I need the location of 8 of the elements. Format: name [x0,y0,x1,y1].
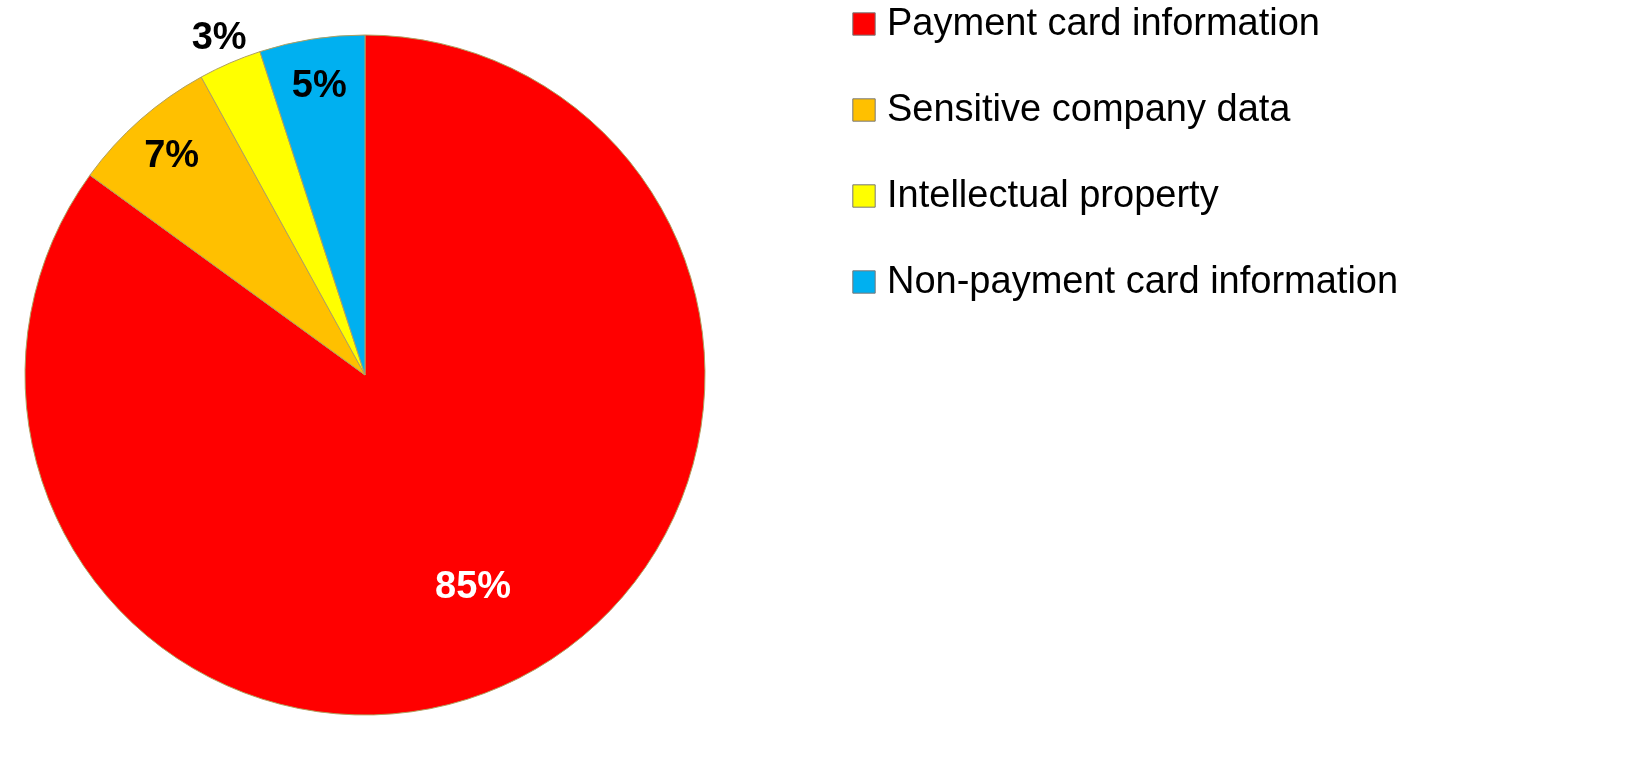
data-label: 3% [191,15,247,57]
legend-label: Intellectual property [887,173,1219,215]
data-label: 7% [144,132,200,175]
data-label: 85% [435,564,512,607]
legend-label: Sensitive company data [887,87,1292,129]
data-label: 5% [291,63,347,106]
legend-label: Payment card information [887,1,1320,43]
legend-label: Non-payment card information [887,259,1399,301]
